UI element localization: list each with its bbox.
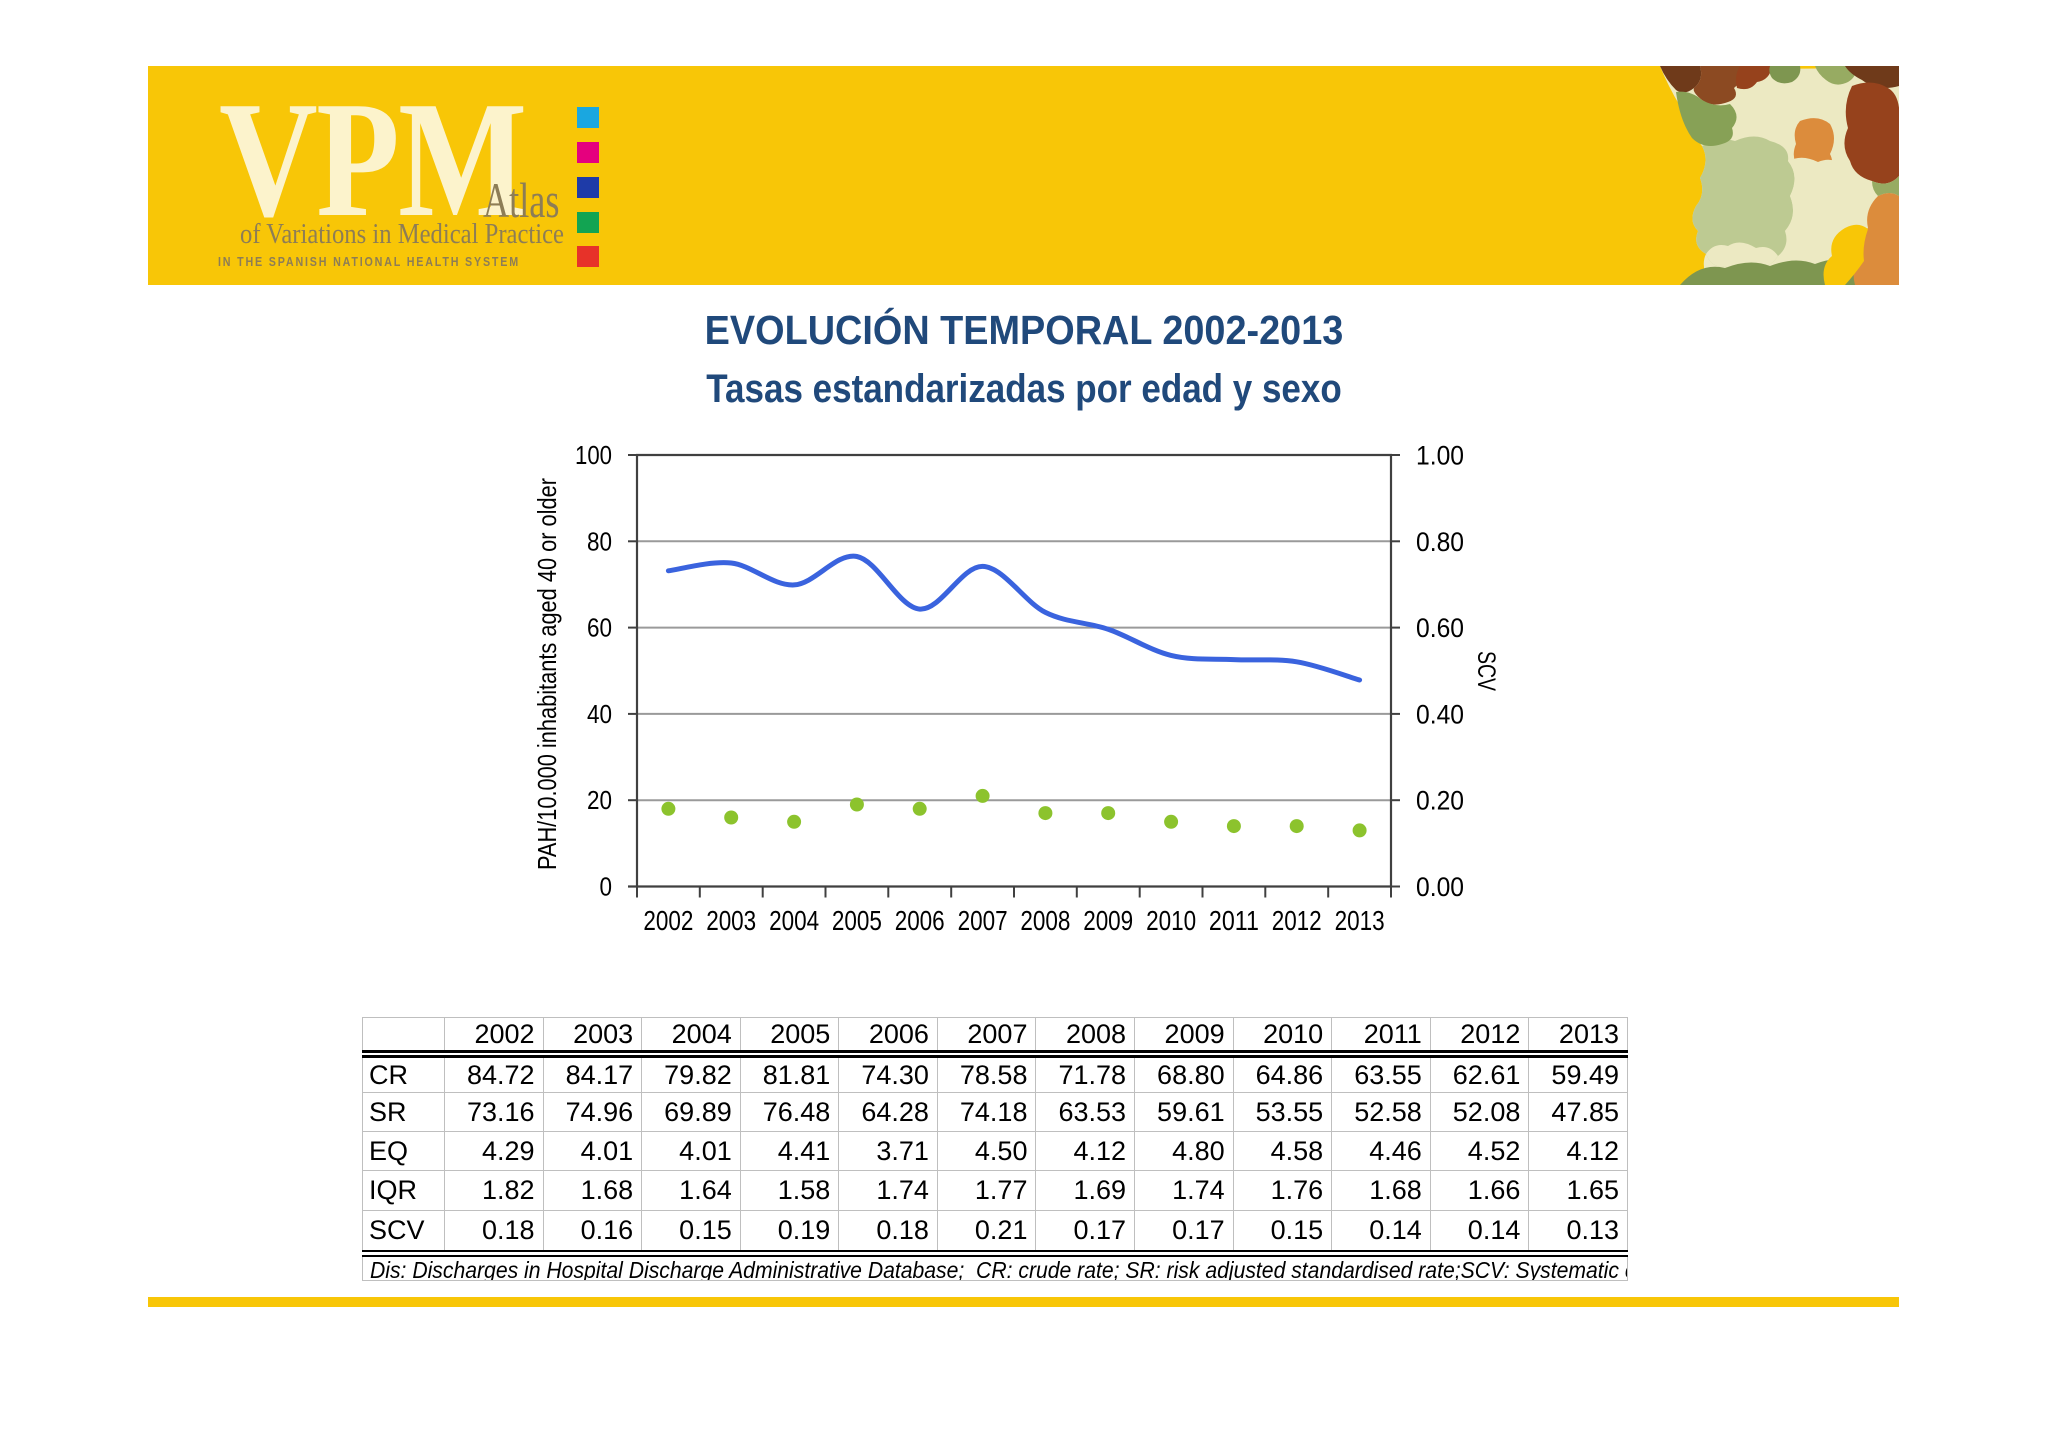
svg-text:PAH/10.000 inhabitants aged 40: PAH/10.000 inhabitants aged 40 or older — [532, 478, 562, 870]
svg-text:2003: 2003 — [706, 905, 756, 936]
svg-text:0.40: 0.40 — [1416, 699, 1464, 729]
svg-text:2008: 2008 — [1020, 905, 1070, 936]
svg-text:2005: 2005 — [832, 905, 882, 936]
svg-text:0.80: 0.80 — [1416, 527, 1464, 557]
svg-text:2012: 2012 — [1272, 905, 1322, 936]
svg-text:SCV: SCV — [1472, 651, 1500, 691]
svg-text:2013: 2013 — [1335, 905, 1385, 936]
svg-text:2002: 2002 — [643, 905, 693, 936]
svg-text:2011: 2011 — [1209, 905, 1259, 936]
svg-text:0.60: 0.60 — [1416, 613, 1464, 643]
svg-text:100: 100 — [575, 440, 612, 470]
svg-text:80: 80 — [587, 526, 612, 556]
svg-text:2009: 2009 — [1083, 905, 1133, 936]
svg-text:2007: 2007 — [958, 905, 1008, 936]
svg-text:1.00: 1.00 — [1416, 441, 1464, 471]
svg-text:0.00: 0.00 — [1416, 872, 1464, 902]
svg-text:0.20: 0.20 — [1416, 786, 1464, 816]
svg-text:2004: 2004 — [769, 905, 819, 936]
svg-text:0: 0 — [600, 872, 613, 902]
svg-text:20: 20 — [587, 785, 612, 815]
svg-text:2010: 2010 — [1146, 905, 1196, 936]
svg-text:2006: 2006 — [895, 905, 945, 936]
svg-text:40: 40 — [587, 699, 612, 729]
svg-text:60: 60 — [587, 613, 612, 643]
